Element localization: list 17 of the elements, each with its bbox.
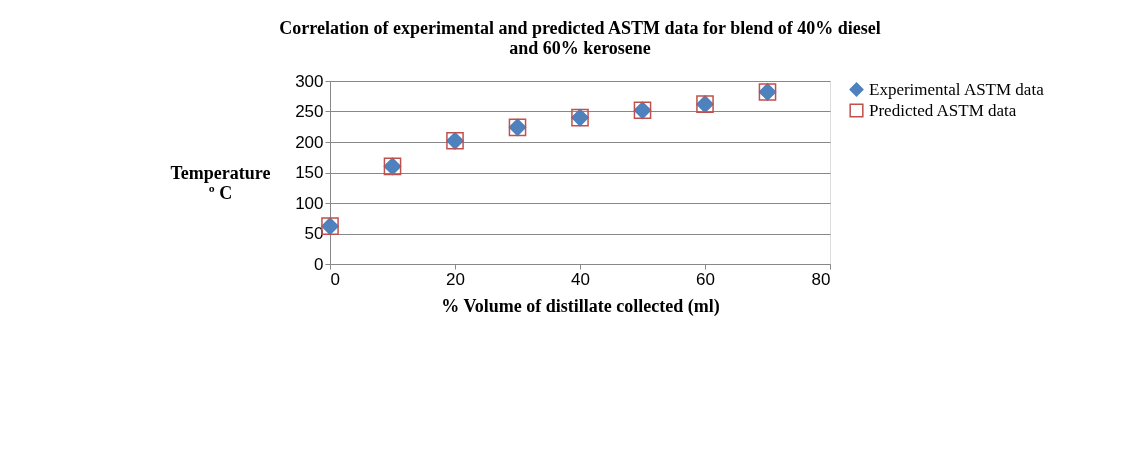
y-tick-label: 0 <box>314 254 324 274</box>
y-tick-label: 200 <box>295 132 324 152</box>
x-tick-label: 40 <box>571 269 590 289</box>
chart-title: Correlation of experimental and predicted ASTM data for blend of 40% diesel and 60% kerosene <box>279 18 881 58</box>
y-tick-label: 150 <box>295 163 324 182</box>
legend-label: Predicted ASTM data <box>869 100 1017 120</box>
x-tick-label: 80 <box>811 269 831 289</box>
legend-label: Experimental ASTM data <box>869 79 1045 99</box>
x-tick-label: 60 <box>696 269 715 289</box>
x-axis-title: % Volume of distillate collected (ml) <box>441 295 720 317</box>
y-tick-label: 100 <box>295 193 324 213</box>
x-tick-label: 20 <box>446 269 465 289</box>
y-tick-label: 50 <box>304 224 324 243</box>
y-axis-title: Temperature º C <box>170 162 271 203</box>
x-tick-label: 0 <box>330 269 340 289</box>
y-tick-label: 250 <box>295 102 324 121</box>
y-tick-label: 300 <box>295 71 324 91</box>
